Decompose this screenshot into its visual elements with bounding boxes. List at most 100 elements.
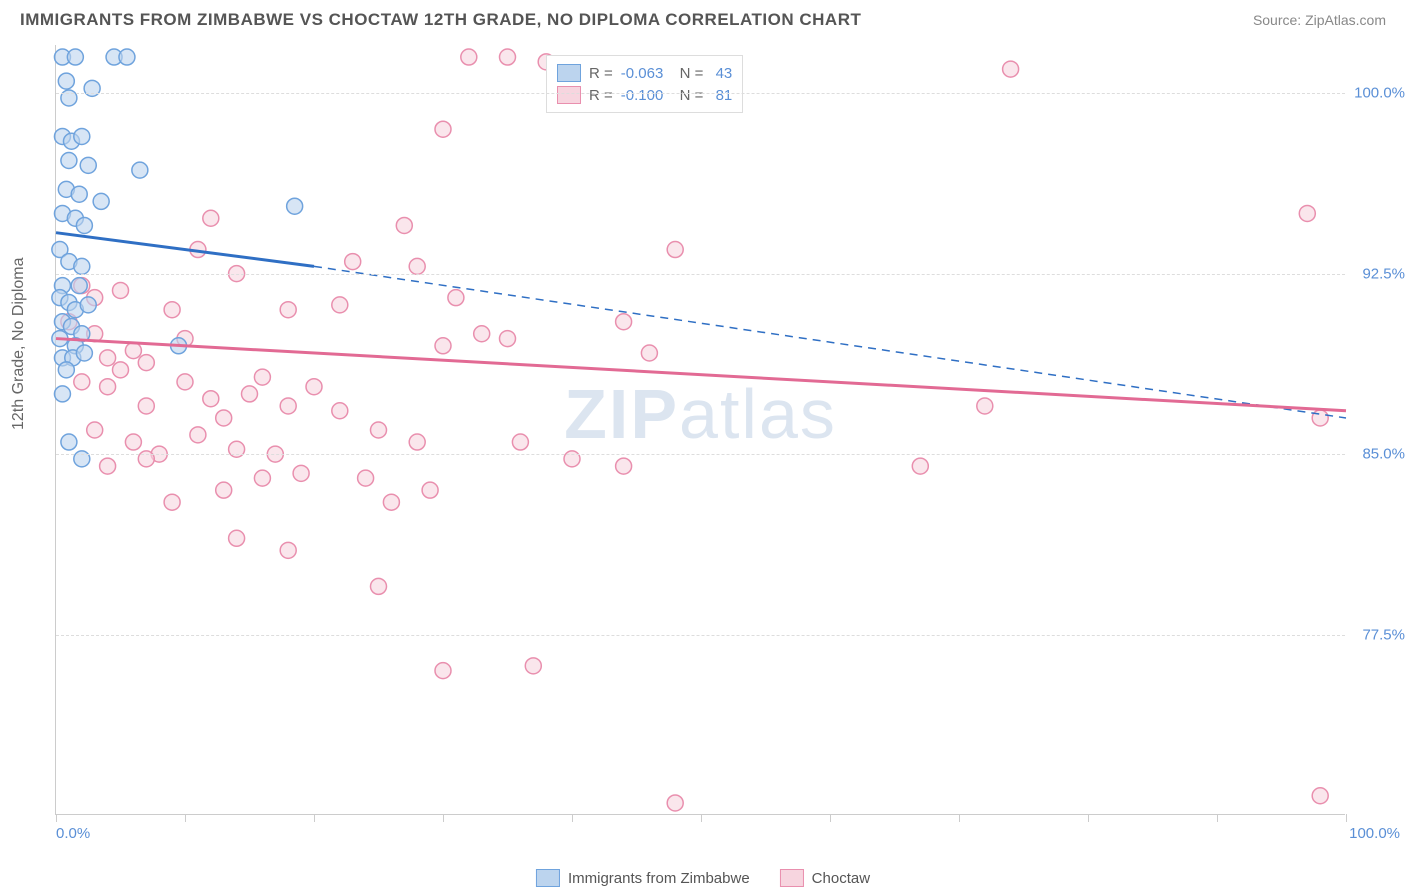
scatter-point (616, 314, 632, 330)
scatter-point (358, 470, 374, 486)
scatter-point (54, 386, 70, 402)
scatter-point (138, 355, 154, 371)
scatter-point (641, 345, 657, 361)
legend-stats: R = -0.063 N = 43R = -0.100 N = 81 (546, 55, 743, 113)
chart-source: Source: ZipAtlas.com (1253, 12, 1386, 28)
scatter-point (667, 795, 683, 811)
scatter-point (190, 427, 206, 443)
scatter-point (409, 258, 425, 274)
scatter-point (409, 434, 425, 450)
legend-series-label: Choctaw (812, 870, 870, 887)
grid-line (56, 635, 1345, 636)
scatter-point (87, 422, 103, 438)
scatter-point (306, 379, 322, 395)
chart-header: IMMIGRANTS FROM ZIMBABWE VS CHOCTAW 12TH… (0, 0, 1406, 38)
legend-stats-row: R = -0.063 N = 43 (557, 62, 732, 84)
y-axis-label: 12th Grade, No Diploma (10, 257, 28, 430)
scatter-point (58, 362, 74, 378)
scatter-point (67, 49, 83, 65)
scatter-point (203, 210, 219, 226)
scatter-point (242, 386, 258, 402)
scatter-point (113, 362, 129, 378)
scatter-point (100, 379, 116, 395)
scatter-point (71, 278, 87, 294)
scatter-point (448, 290, 464, 306)
y-tick-label: 92.5% (1362, 265, 1405, 282)
legend-series-label: Immigrants from Zimbabwe (568, 870, 750, 887)
scatter-point (100, 458, 116, 474)
x-tick (572, 814, 573, 822)
scatter-point (1312, 410, 1328, 426)
scatter-point (293, 465, 309, 481)
trend-line (56, 233, 314, 267)
x-tick (56, 814, 57, 822)
scatter-point (125, 434, 141, 450)
scatter-point (132, 162, 148, 178)
stat-n-value: 43 (711, 65, 732, 82)
scatter-point (125, 343, 141, 359)
scatter-point (100, 350, 116, 366)
scatter-point (61, 434, 77, 450)
scatter-point (58, 73, 74, 89)
x-tick-label-start: 0.0% (56, 825, 90, 842)
grid-line (56, 454, 1345, 455)
scatter-point (1003, 61, 1019, 77)
scatter-point (280, 542, 296, 558)
scatter-point (74, 128, 90, 144)
legend-series: Immigrants from Zimbabwe Choctaw (536, 869, 870, 887)
y-tick-label: 85.0% (1362, 446, 1405, 463)
scatter-point (76, 217, 92, 233)
x-tick (1346, 814, 1347, 822)
scatter-point (216, 410, 232, 426)
scatter-point (74, 374, 90, 390)
scatter-point (254, 470, 270, 486)
scatter-svg (56, 45, 1345, 814)
legend-series-item: Choctaw (780, 869, 870, 887)
scatter-point (113, 282, 129, 298)
legend-swatch (780, 869, 804, 887)
scatter-point (229, 530, 245, 546)
scatter-point (216, 482, 232, 498)
scatter-point (80, 297, 96, 313)
legend-stats-row: R = -0.100 N = 81 (557, 84, 732, 106)
scatter-point (500, 331, 516, 347)
scatter-point (76, 345, 92, 361)
scatter-point (371, 422, 387, 438)
scatter-point (164, 494, 180, 510)
scatter-point (1312, 788, 1328, 804)
scatter-point (71, 186, 87, 202)
x-tick (1088, 814, 1089, 822)
x-tick (1217, 814, 1218, 822)
legend-swatch (557, 64, 581, 82)
y-tick-label: 77.5% (1362, 626, 1405, 643)
scatter-point (80, 157, 96, 173)
stat-r-label: R = (589, 87, 613, 104)
scatter-point (616, 458, 632, 474)
scatter-point (332, 297, 348, 313)
scatter-point (435, 121, 451, 137)
scatter-point (164, 302, 180, 318)
grid-line (56, 274, 1345, 275)
trend-line-dashed (314, 266, 1346, 418)
scatter-point (435, 663, 451, 679)
scatter-point (435, 338, 451, 354)
chart-plot-area: ZIPatlas R = -0.063 N = 43R = -0.100 N =… (55, 45, 1345, 815)
scatter-point (383, 494, 399, 510)
scatter-point (287, 198, 303, 214)
scatter-point (93, 193, 109, 209)
x-tick (185, 814, 186, 822)
scatter-point (280, 398, 296, 414)
legend-series-item: Immigrants from Zimbabwe (536, 869, 750, 887)
stat-n-value: 81 (711, 87, 732, 104)
y-tick-label: 100.0% (1354, 85, 1405, 102)
scatter-point (138, 398, 154, 414)
scatter-point (119, 49, 135, 65)
stat-r-value: -0.100 (621, 87, 664, 104)
stat-n-label: N = (671, 87, 703, 104)
scatter-point (74, 258, 90, 274)
scatter-point (280, 302, 296, 318)
x-tick (701, 814, 702, 822)
scatter-point (61, 153, 77, 169)
scatter-point (500, 49, 516, 65)
scatter-point (177, 374, 193, 390)
